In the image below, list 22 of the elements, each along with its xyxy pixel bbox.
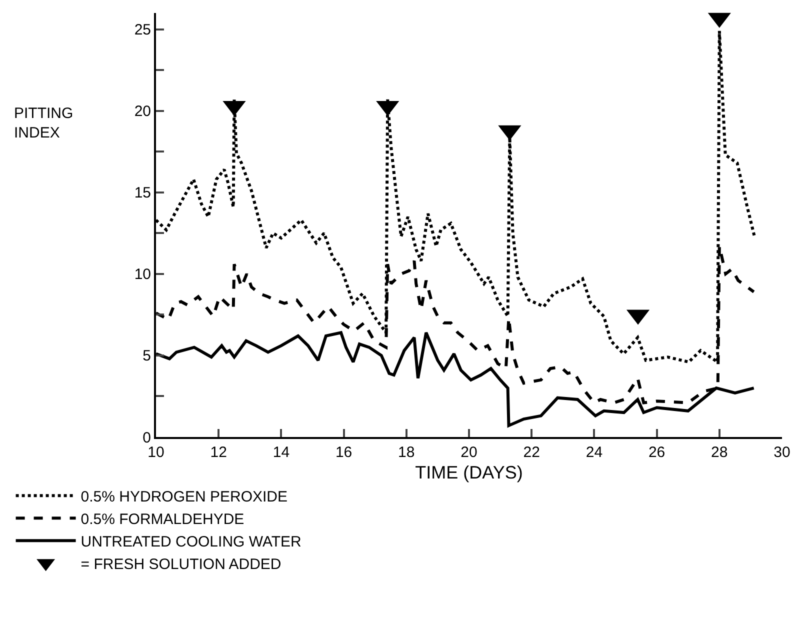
- legend-label: UNTREATED COOLING WATER: [80, 534, 302, 550]
- x-tick-label: 26: [648, 444, 666, 461]
- y-tick-label: 5: [142, 348, 151, 365]
- legend-label: 0.5% FORMALDEHYDE: [80, 511, 244, 528]
- legend-label: = FRESH SOLUTION ADDED: [80, 556, 282, 573]
- y-tick-label: 20: [134, 103, 151, 120]
- x-tick-label: 16: [335, 444, 352, 461]
- y-axis-title: PITTING INDEX: [14, 105, 74, 142]
- x-tick-label: 30: [774, 444, 790, 461]
- x-tick-label: 24: [586, 444, 603, 461]
- y-tick-label: 10: [134, 266, 151, 284]
- x-tick-label: 28: [711, 444, 728, 461]
- x-tick-label: 20: [460, 444, 478, 461]
- legend-label: 0.5% HYDROGEN PEROXIDE: [80, 488, 288, 506]
- y-tick-label: 15: [134, 184, 151, 202]
- x-tick-label: 12: [210, 444, 227, 461]
- y-tick-label: 25: [134, 22, 151, 39]
- x-tick-label: 22: [523, 444, 540, 461]
- x-axis-title: TIME (DAYS): [415, 462, 523, 483]
- x-tick-label: 14: [272, 444, 290, 461]
- y-tick-label: 0: [142, 429, 151, 446]
- x-tick-label: 18: [398, 444, 415, 461]
